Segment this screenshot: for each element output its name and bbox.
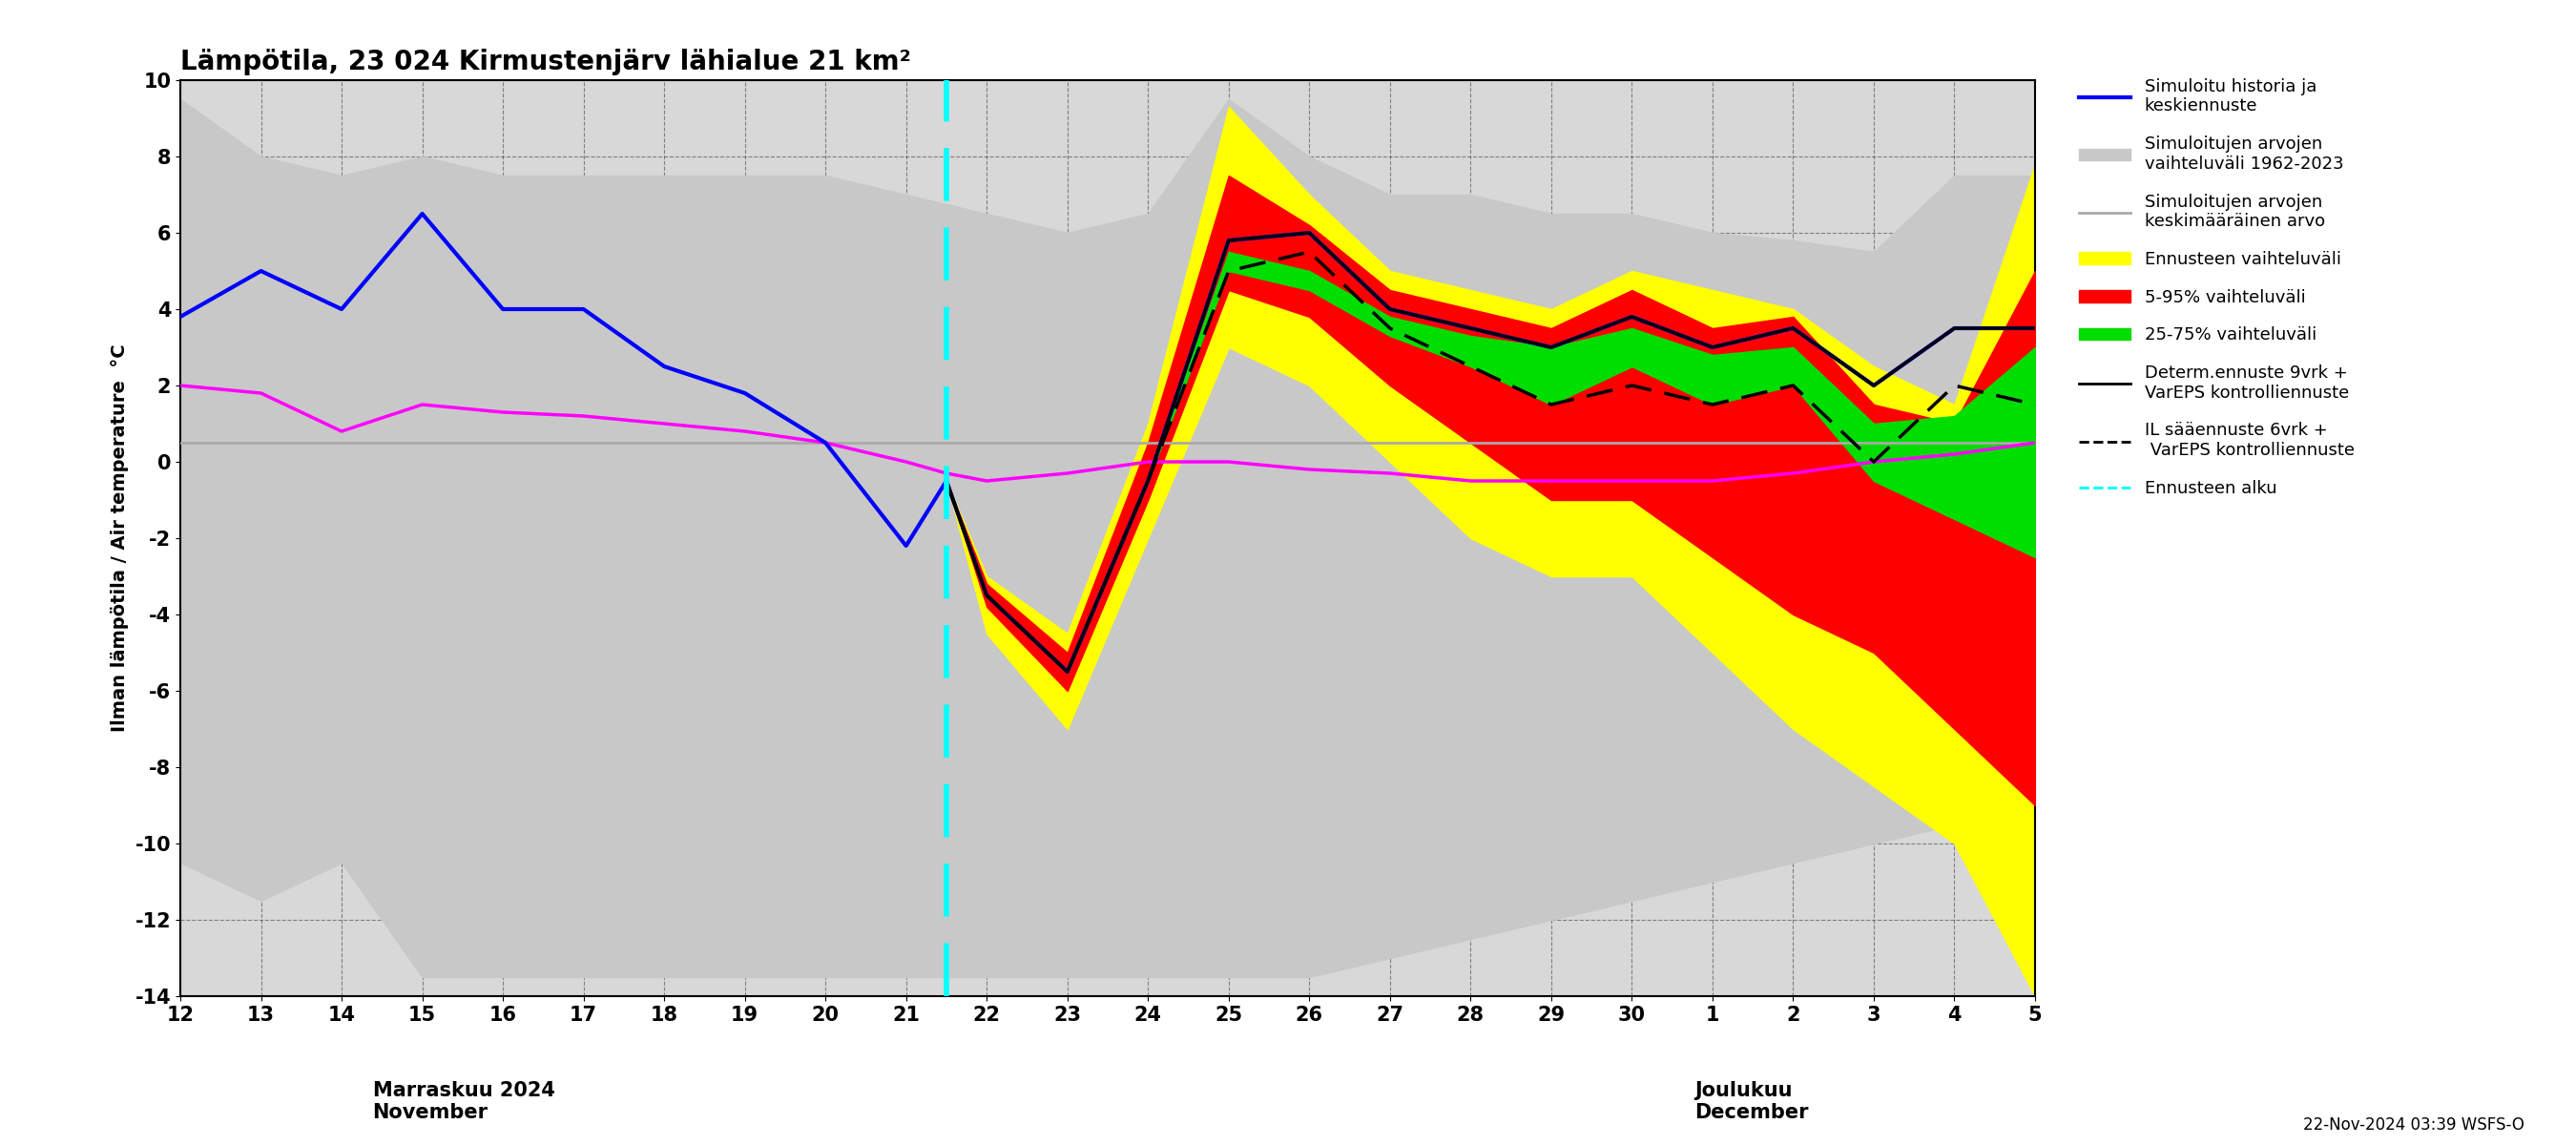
Y-axis label: Ilman lämpötila / Air temperature  °C: Ilman lämpötila / Air temperature °C — [111, 345, 129, 732]
Legend: Simuloitu historia ja
keskiennuste, Simuloitujen arvojen
vaihteluväli 1962-2023,: Simuloitu historia ja keskiennuste, Simu… — [2071, 71, 2362, 504]
Text: Lämpötila, 23 024 Kirmustenjärv lähialue 21 km²: Lämpötila, 23 024 Kirmustenjärv lähialue… — [180, 48, 912, 76]
Text: 22-Nov-2024 03:39 WSFS-O: 22-Nov-2024 03:39 WSFS-O — [2303, 1116, 2524, 1134]
Text: Joulukuu
December: Joulukuu December — [1695, 1081, 1808, 1122]
Text: Marraskuu 2024
November: Marraskuu 2024 November — [374, 1081, 554, 1122]
